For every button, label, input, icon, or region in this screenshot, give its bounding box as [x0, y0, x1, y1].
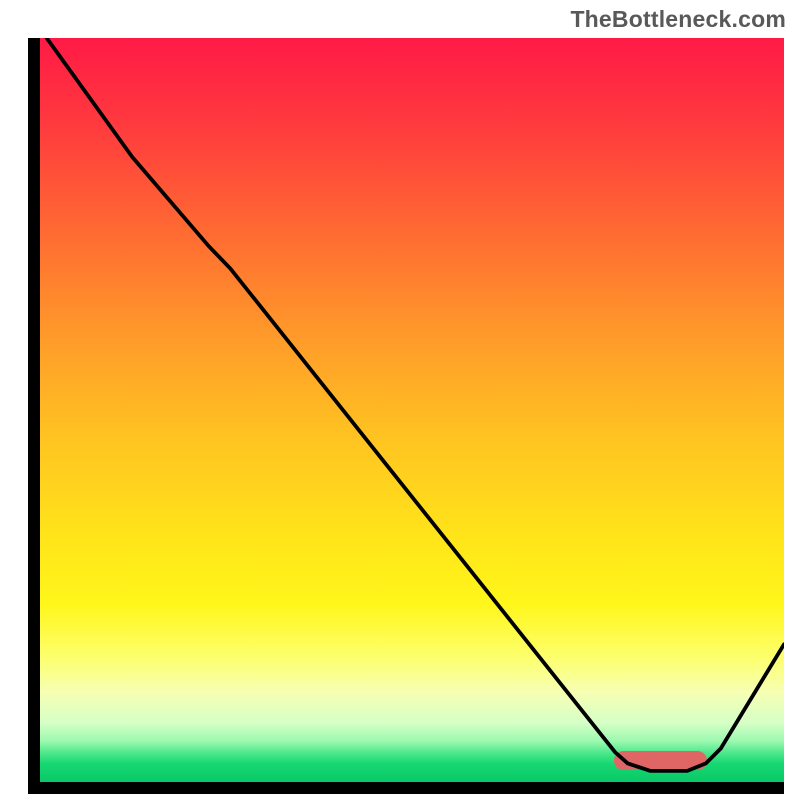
chart-container: TheBottleneck.com: [0, 0, 800, 800]
plot-area: [40, 38, 784, 782]
watermark-text: TheBottleneck.com: [570, 6, 786, 33]
x-axis-line: [28, 782, 784, 794]
curve-line: [40, 38, 784, 782]
y-axis-line: [28, 38, 40, 794]
